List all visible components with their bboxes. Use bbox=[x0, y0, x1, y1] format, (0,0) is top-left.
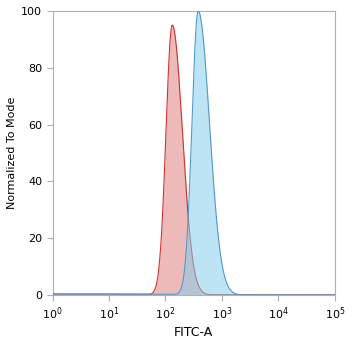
X-axis label: FITC-A: FITC-A bbox=[174, 326, 213, 339]
Y-axis label: Normalized To Mode: Normalized To Mode bbox=[7, 97, 17, 209]
